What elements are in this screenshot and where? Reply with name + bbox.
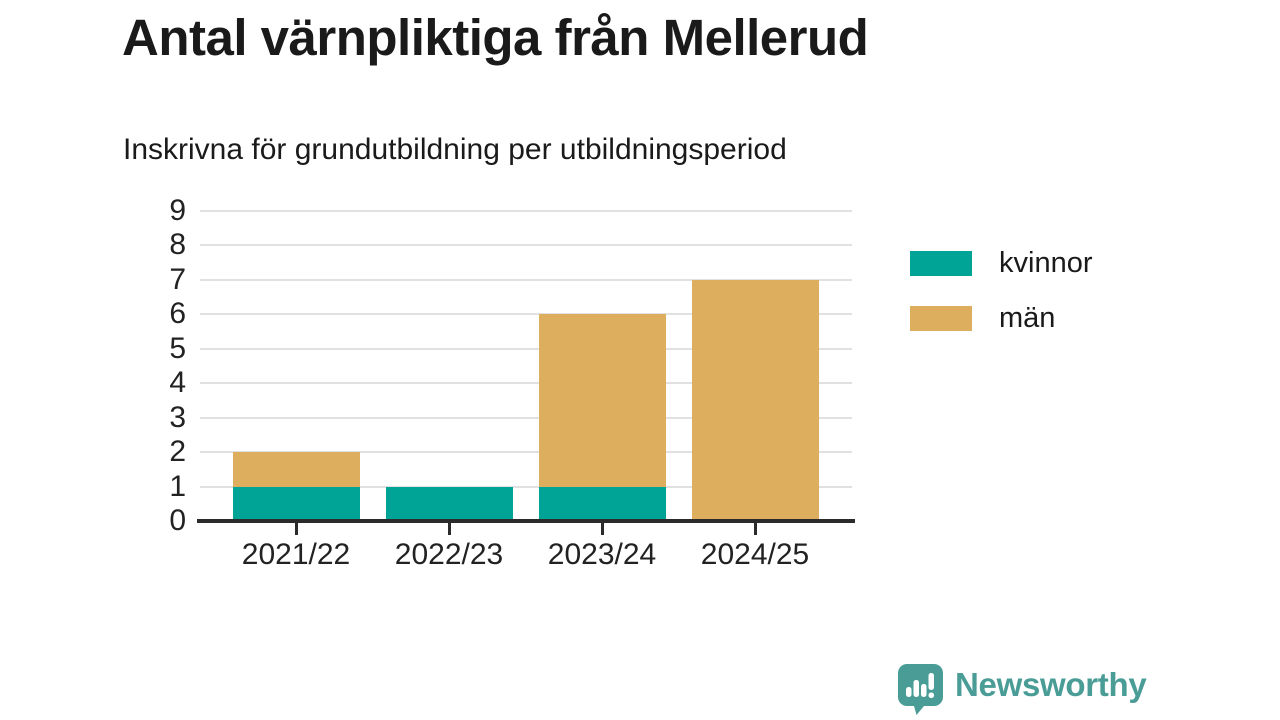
legend-item: kvinnor	[910, 247, 1093, 280]
x-tick	[447, 522, 451, 535]
gridline	[200, 416, 852, 419]
gridline	[200, 485, 852, 488]
y-tick-label: 8	[169, 228, 186, 262]
x-tick	[294, 522, 298, 535]
bar-segment-kvinnor	[232, 486, 360, 521]
y-tick-label: 4	[169, 366, 186, 400]
bar-segment-kvinnor	[538, 486, 666, 521]
y-tick-label: 3	[169, 400, 186, 434]
bar-segment-män	[538, 314, 666, 487]
legend-swatch	[910, 306, 972, 331]
gridline	[200, 278, 852, 281]
legend-swatch	[910, 251, 972, 276]
x-axis-line	[197, 519, 855, 523]
chart-title: Antal värnpliktiga från Mellerud	[122, 9, 869, 66]
y-tick-label: 0	[169, 504, 186, 537]
x-tick-label: 2021/22	[241, 538, 351, 571]
legend-label: män	[999, 302, 1056, 334]
y-tick-label: 1	[169, 469, 186, 503]
chart-subtitle: Inskrivna för grundutbildning per utbild…	[123, 133, 787, 166]
x-tick-label: 2023/24	[547, 538, 657, 571]
gridline	[200, 451, 852, 454]
bar-segment-män	[232, 452, 360, 487]
gridline	[200, 347, 852, 350]
newsworthy-logo-icon	[898, 664, 943, 715]
x-tick	[600, 522, 604, 535]
y-tick-label: 5	[169, 331, 186, 365]
newsworthy-logo-text: Newsworthy	[955, 666, 1147, 703]
x-tick	[753, 522, 757, 535]
y-tick-label: 9	[169, 194, 186, 227]
legend-label: kvinnor	[999, 247, 1093, 279]
gridline	[200, 210, 852, 212]
y-tick-label: 6	[169, 297, 186, 331]
legend: kvinnor män	[910, 247, 1093, 335]
legend-item: män	[910, 302, 1093, 335]
y-tick-label: 7	[169, 262, 186, 296]
bar-segment-män	[691, 279, 819, 521]
x-tick-label: 2024/25	[700, 538, 810, 571]
gridline	[200, 382, 852, 385]
bar-segment-kvinnor	[385, 486, 513, 521]
gridline	[200, 244, 852, 247]
newsworthy-logo: Newsworthy	[897, 663, 1147, 715]
y-tick-label: 2	[169, 435, 186, 469]
x-tick-label: 2022/23	[394, 538, 504, 571]
gridline	[200, 313, 852, 316]
